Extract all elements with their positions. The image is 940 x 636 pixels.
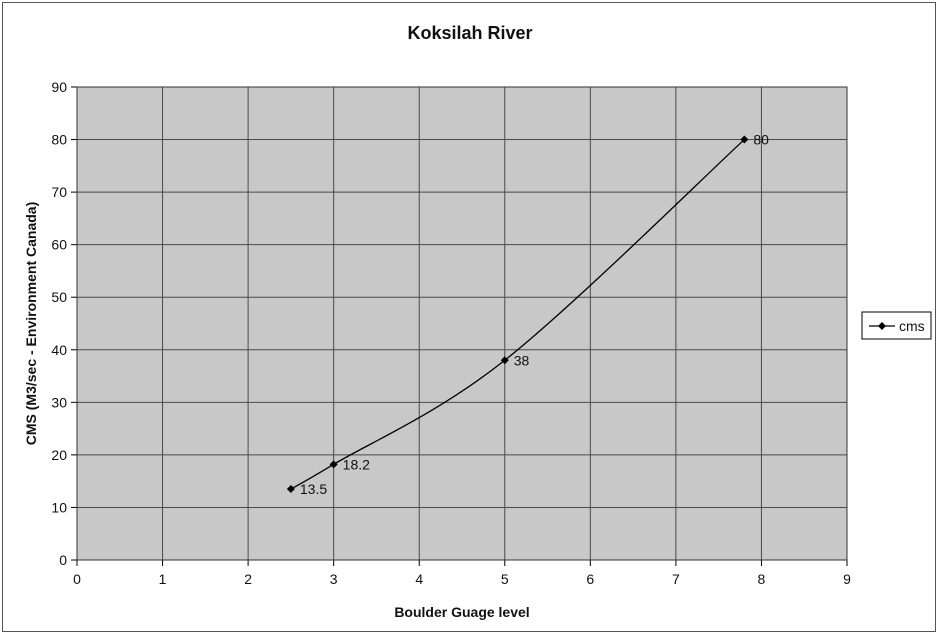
y-tick-label: 50 xyxy=(51,289,67,305)
x-tick-label: 3 xyxy=(330,571,338,587)
y-tick-label: 70 xyxy=(51,184,67,200)
y-tick-label: 40 xyxy=(51,342,67,358)
y-tick-label: 90 xyxy=(51,79,67,95)
legend-diamond-marker xyxy=(878,322,886,330)
data-point xyxy=(500,356,509,365)
x-tick-label: 6 xyxy=(586,571,594,587)
data-point xyxy=(329,460,338,469)
series-line-cms xyxy=(290,139,745,490)
y-tick-label: 10 xyxy=(51,499,67,515)
data-label: 80 xyxy=(753,132,769,148)
data-point xyxy=(740,135,749,144)
data-label: 13.5 xyxy=(300,481,327,497)
legend-entry-cms: cms xyxy=(899,318,925,334)
plot-area xyxy=(77,87,847,560)
y-tick-label: 0 xyxy=(59,552,67,568)
x-tick-label: 9 xyxy=(843,571,851,587)
x-tick-label: 4 xyxy=(415,571,423,587)
x-tick-label: 8 xyxy=(758,571,766,587)
x-tick-label: 1 xyxy=(159,571,167,587)
x-tick-label: 5 xyxy=(501,571,509,587)
y-tick-label: 60 xyxy=(51,237,67,253)
chart-title: Koksilah River xyxy=(407,23,532,43)
y-tick-label: 30 xyxy=(51,394,67,410)
data-point xyxy=(286,485,295,494)
plot-border xyxy=(76,86,848,561)
y-tick-label: 80 xyxy=(51,132,67,148)
data-label: 18.2 xyxy=(343,456,370,472)
data-label: 38 xyxy=(514,352,530,368)
x-tick-label: 7 xyxy=(672,571,680,587)
y-axis-label: CMS (M3/sec - Environment Canada) xyxy=(23,202,39,446)
legend: cms xyxy=(861,311,932,340)
x-tick-label: 2 xyxy=(244,571,252,587)
x-axis-label: Boulder Guage level xyxy=(394,604,529,620)
y-tick-label: 20 xyxy=(51,447,67,463)
x-tick-label: 0 xyxy=(73,571,81,587)
series-layer: 13.5 18.2 38 80 xyxy=(286,132,769,497)
